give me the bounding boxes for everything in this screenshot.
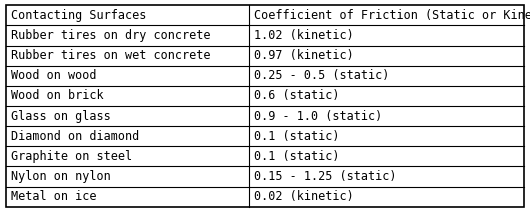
Text: Contacting Surfaces: Contacting Surfaces <box>11 9 146 22</box>
Text: 1.02 (kinetic): 1.02 (kinetic) <box>254 29 354 42</box>
Text: Glass on glass: Glass on glass <box>11 110 110 123</box>
Text: Wood on brick: Wood on brick <box>11 89 103 102</box>
Text: Graphite on steel: Graphite on steel <box>11 150 132 163</box>
Text: Wood on wood: Wood on wood <box>11 69 96 82</box>
Text: 0.25 - 0.5 (static): 0.25 - 0.5 (static) <box>254 69 389 82</box>
Text: Metal on ice: Metal on ice <box>11 190 96 203</box>
Text: Nylon on nylon: Nylon on nylon <box>11 170 110 183</box>
Text: 0.1 (static): 0.1 (static) <box>254 130 339 143</box>
Text: 0.97 (kinetic): 0.97 (kinetic) <box>254 49 354 62</box>
Text: Rubber tires on dry concrete: Rubber tires on dry concrete <box>11 29 210 42</box>
Text: Rubber tires on wet concrete: Rubber tires on wet concrete <box>11 49 210 62</box>
Text: 0.6 (static): 0.6 (static) <box>254 89 339 102</box>
Text: Diamond on diamond: Diamond on diamond <box>11 130 139 143</box>
Text: Coefficient of Friction (Static or Kinetic): Coefficient of Friction (Static or Kinet… <box>254 9 530 22</box>
Text: 0.1 (static): 0.1 (static) <box>254 150 339 163</box>
Text: 0.9 - 1.0 (static): 0.9 - 1.0 (static) <box>254 110 382 123</box>
Text: 0.15 - 1.25 (static): 0.15 - 1.25 (static) <box>254 170 396 183</box>
Text: 0.02 (kinetic): 0.02 (kinetic) <box>254 190 354 203</box>
